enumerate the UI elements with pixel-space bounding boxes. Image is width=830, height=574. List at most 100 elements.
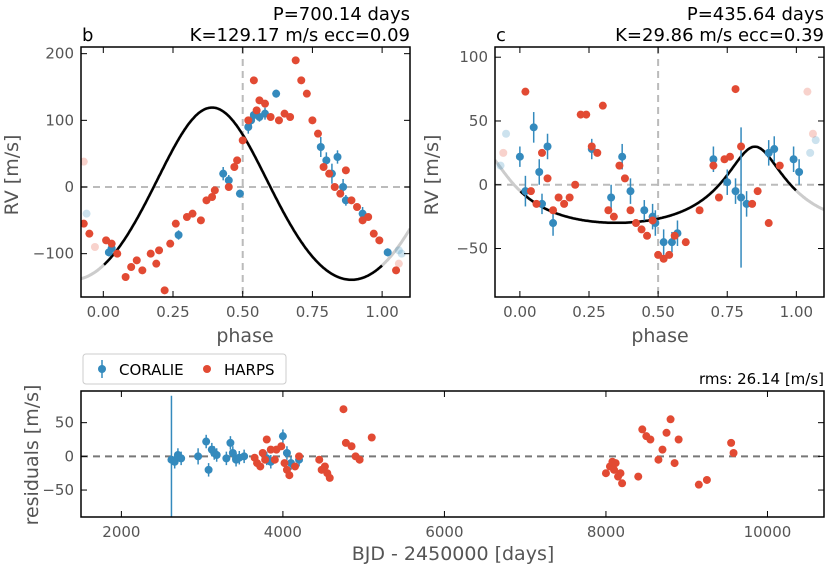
panel-c-faded-harps-point (803, 87, 812, 96)
panel-b-harps-point (375, 236, 384, 245)
panel-c-harps-point (764, 219, 773, 228)
panel-b-coralie-point (235, 189, 244, 198)
panel-c-xtick-label: 0.75 (711, 303, 744, 321)
panel-c-faded-harps-point (808, 129, 817, 138)
panel-c-coralie-point (640, 206, 649, 215)
panel-c-harps-point (565, 193, 574, 202)
panel-c-harps-point (609, 212, 618, 221)
panel-c-ytick-label: 50 (469, 112, 488, 130)
panel-b-harps-point (138, 266, 147, 275)
rms-label: rms: 26.14 [m/s] (699, 370, 824, 388)
residuals-harps-point (638, 425, 647, 434)
panel-b-plot-area (81, 47, 410, 297)
residuals-harps-point (339, 405, 348, 414)
residuals-harps-point (291, 462, 300, 471)
panel-c-ytick-label: 0 (478, 176, 488, 194)
panel-c-harps-point (731, 85, 740, 94)
panel-b-harps-point (364, 213, 373, 221)
panel-b-harps-point (146, 249, 155, 258)
panel-b-harps-point (152, 259, 161, 268)
legend-coralie-label: CORALIE (119, 361, 184, 379)
panel-b-xtick-label: 1.00 (365, 303, 398, 321)
residuals-harps-point (611, 459, 620, 468)
panel-b-model-curve-faded (81, 106, 410, 282)
legend-harps-label: HARPS (224, 361, 275, 379)
panel-b-ytick-label: 100 (45, 111, 74, 129)
residuals-harps-point (355, 455, 364, 464)
panel-c-harps-point (620, 174, 629, 183)
panel-b-harps-point (171, 219, 180, 228)
panel-c-harps-point (526, 187, 535, 196)
residuals-harps-point (634, 472, 643, 481)
residuals-harps-point (262, 435, 271, 444)
panel-c-harps-point (775, 161, 784, 170)
panel-c-harps-point (726, 152, 734, 161)
panel-b-harps-point (392, 266, 401, 275)
residuals-ytick-label: −50 (42, 481, 74, 499)
panel-c-harps-point (670, 231, 679, 240)
legend-box (82, 353, 287, 385)
panel-c-harps-point (543, 174, 552, 183)
legend-harps-marker (203, 365, 211, 373)
residuals-harps-point (601, 469, 610, 478)
residuals-coralie-point (228, 448, 237, 457)
panel-b-faded-coralie-point (397, 249, 406, 258)
panel-b-harps-point (319, 163, 328, 171)
residuals-plot-area (81, 395, 824, 517)
residuals-xtick-label: 4000 (264, 523, 302, 541)
panel-b-harps-point (224, 183, 233, 191)
panel-b-harps-point (291, 56, 300, 65)
panel-c-coralie-point (789, 155, 798, 164)
panel-c-harps-point (576, 110, 585, 119)
residuals-coralie-point (222, 454, 231, 463)
panel-b-harps-point (230, 163, 239, 171)
panel-c-harps-point (709, 161, 718, 170)
panel-b-coralie-point (174, 231, 183, 239)
residuals-coralie-point (212, 451, 221, 460)
residuals-harps-point (674, 435, 683, 444)
panel-b-xtick-label: 0.50 (226, 303, 259, 321)
panel-b-harps-point (252, 106, 261, 115)
panel-b-coralie-point (244, 123, 253, 131)
residuals-coralie-point (278, 432, 287, 441)
panel-c-title-line2: K=29.86 m/s ecc=0.39 (615, 25, 824, 46)
panel-c-harps-point (560, 199, 569, 208)
panel-b-ytick-label: 200 (45, 45, 74, 63)
panel-b-harps-point (196, 216, 205, 225)
panel-b: P=700.14 days K=129.17 m/s ecc=0.09 b RV… (1, 4, 411, 347)
panel-c-coralie-point (549, 219, 558, 228)
panel-c-coralie-point (543, 142, 552, 151)
panel-c-xtick-label: 0.25 (572, 303, 605, 321)
panel-b-faded-coralie-point (394, 246, 403, 255)
panel-c-harps-point (598, 101, 607, 110)
residuals-xtick-label: 8000 (587, 523, 625, 541)
residuals-coralie-point (204, 465, 213, 474)
panel-c-coralie-point (535, 168, 544, 176)
panel-c-harps-point (538, 148, 546, 157)
panel-c-harps-point (753, 187, 762, 196)
panel-b-coralie-point (383, 248, 392, 257)
residuals-xtick-label: 2000 (102, 523, 140, 541)
panel-c-harps-point (593, 148, 602, 157)
panel-c-harps-point (648, 216, 657, 225)
panel-c-title-line1: P=435.64 days (687, 4, 824, 25)
residuals-harps-point (662, 428, 671, 437)
panel-b-coralie-point (316, 143, 325, 151)
residuals-harps-point (270, 455, 279, 464)
panel-c-faded-harps-point (499, 148, 508, 157)
panel-b-harps-point (166, 239, 175, 248)
residuals-harps-point (347, 442, 356, 451)
panel-c-harps-point (665, 250, 674, 259)
residuals-frame (80, 390, 825, 518)
panel-b-harps-point (297, 76, 306, 85)
residuals-harps-point (285, 471, 294, 480)
residuals-harps-point (256, 462, 265, 471)
panel-b-harps-point (244, 116, 253, 125)
legend-coralie-marker (98, 360, 106, 378)
panel-c-xtick-label: 1.00 (780, 303, 813, 321)
panel-b-harps-point (261, 99, 270, 108)
panel-c-harps-point (643, 231, 652, 240)
panel-c-ytick-label: −50 (456, 240, 488, 258)
panel-c-harps-point (737, 142, 746, 151)
panel-c-xlabel: phase (631, 325, 688, 347)
